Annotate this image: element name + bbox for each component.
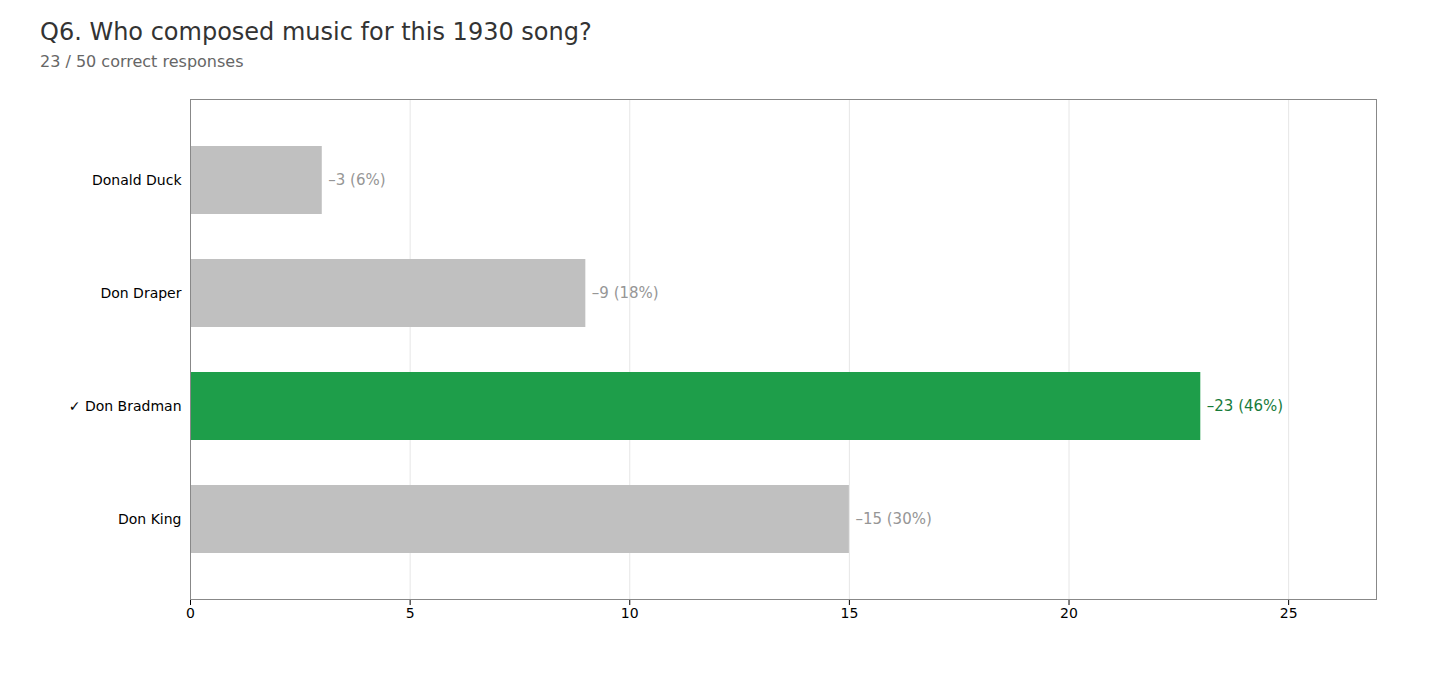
html-text:Q6. Who composed music for thi: Q6. Who composed music for this 1930 son…	[40, 18, 592, 46]
svg-text:Don Draper: Don Draper	[100, 285, 181, 301]
svg-text:–23 (46%): –23 (46%)	[1207, 397, 1283, 415]
svg-text:–9 (18%): –9 (18%)	[592, 284, 659, 302]
svg-text:10: 10	[621, 605, 639, 621]
svg-text:15: 15	[840, 605, 858, 621]
svg-text:Donald Duck: Donald Duck	[92, 172, 182, 188]
svg-text:–3 (6%): –3 (6%)	[328, 171, 385, 189]
svg-text:Don King: Don King	[118, 511, 182, 527]
html-text:23 / 50 correct responses: 23 / 50 correct responses	[40, 52, 244, 71]
svg-text:20: 20	[1060, 605, 1078, 621]
svg-text:5: 5	[406, 605, 415, 621]
svg-text:–15 (30%): –15 (30%)	[855, 510, 931, 528]
svg-text:✓ Don Bradman: ✓ Don Bradman	[69, 398, 182, 414]
svg-text:25: 25	[1280, 605, 1298, 621]
svg-text:0: 0	[186, 605, 195, 621]
